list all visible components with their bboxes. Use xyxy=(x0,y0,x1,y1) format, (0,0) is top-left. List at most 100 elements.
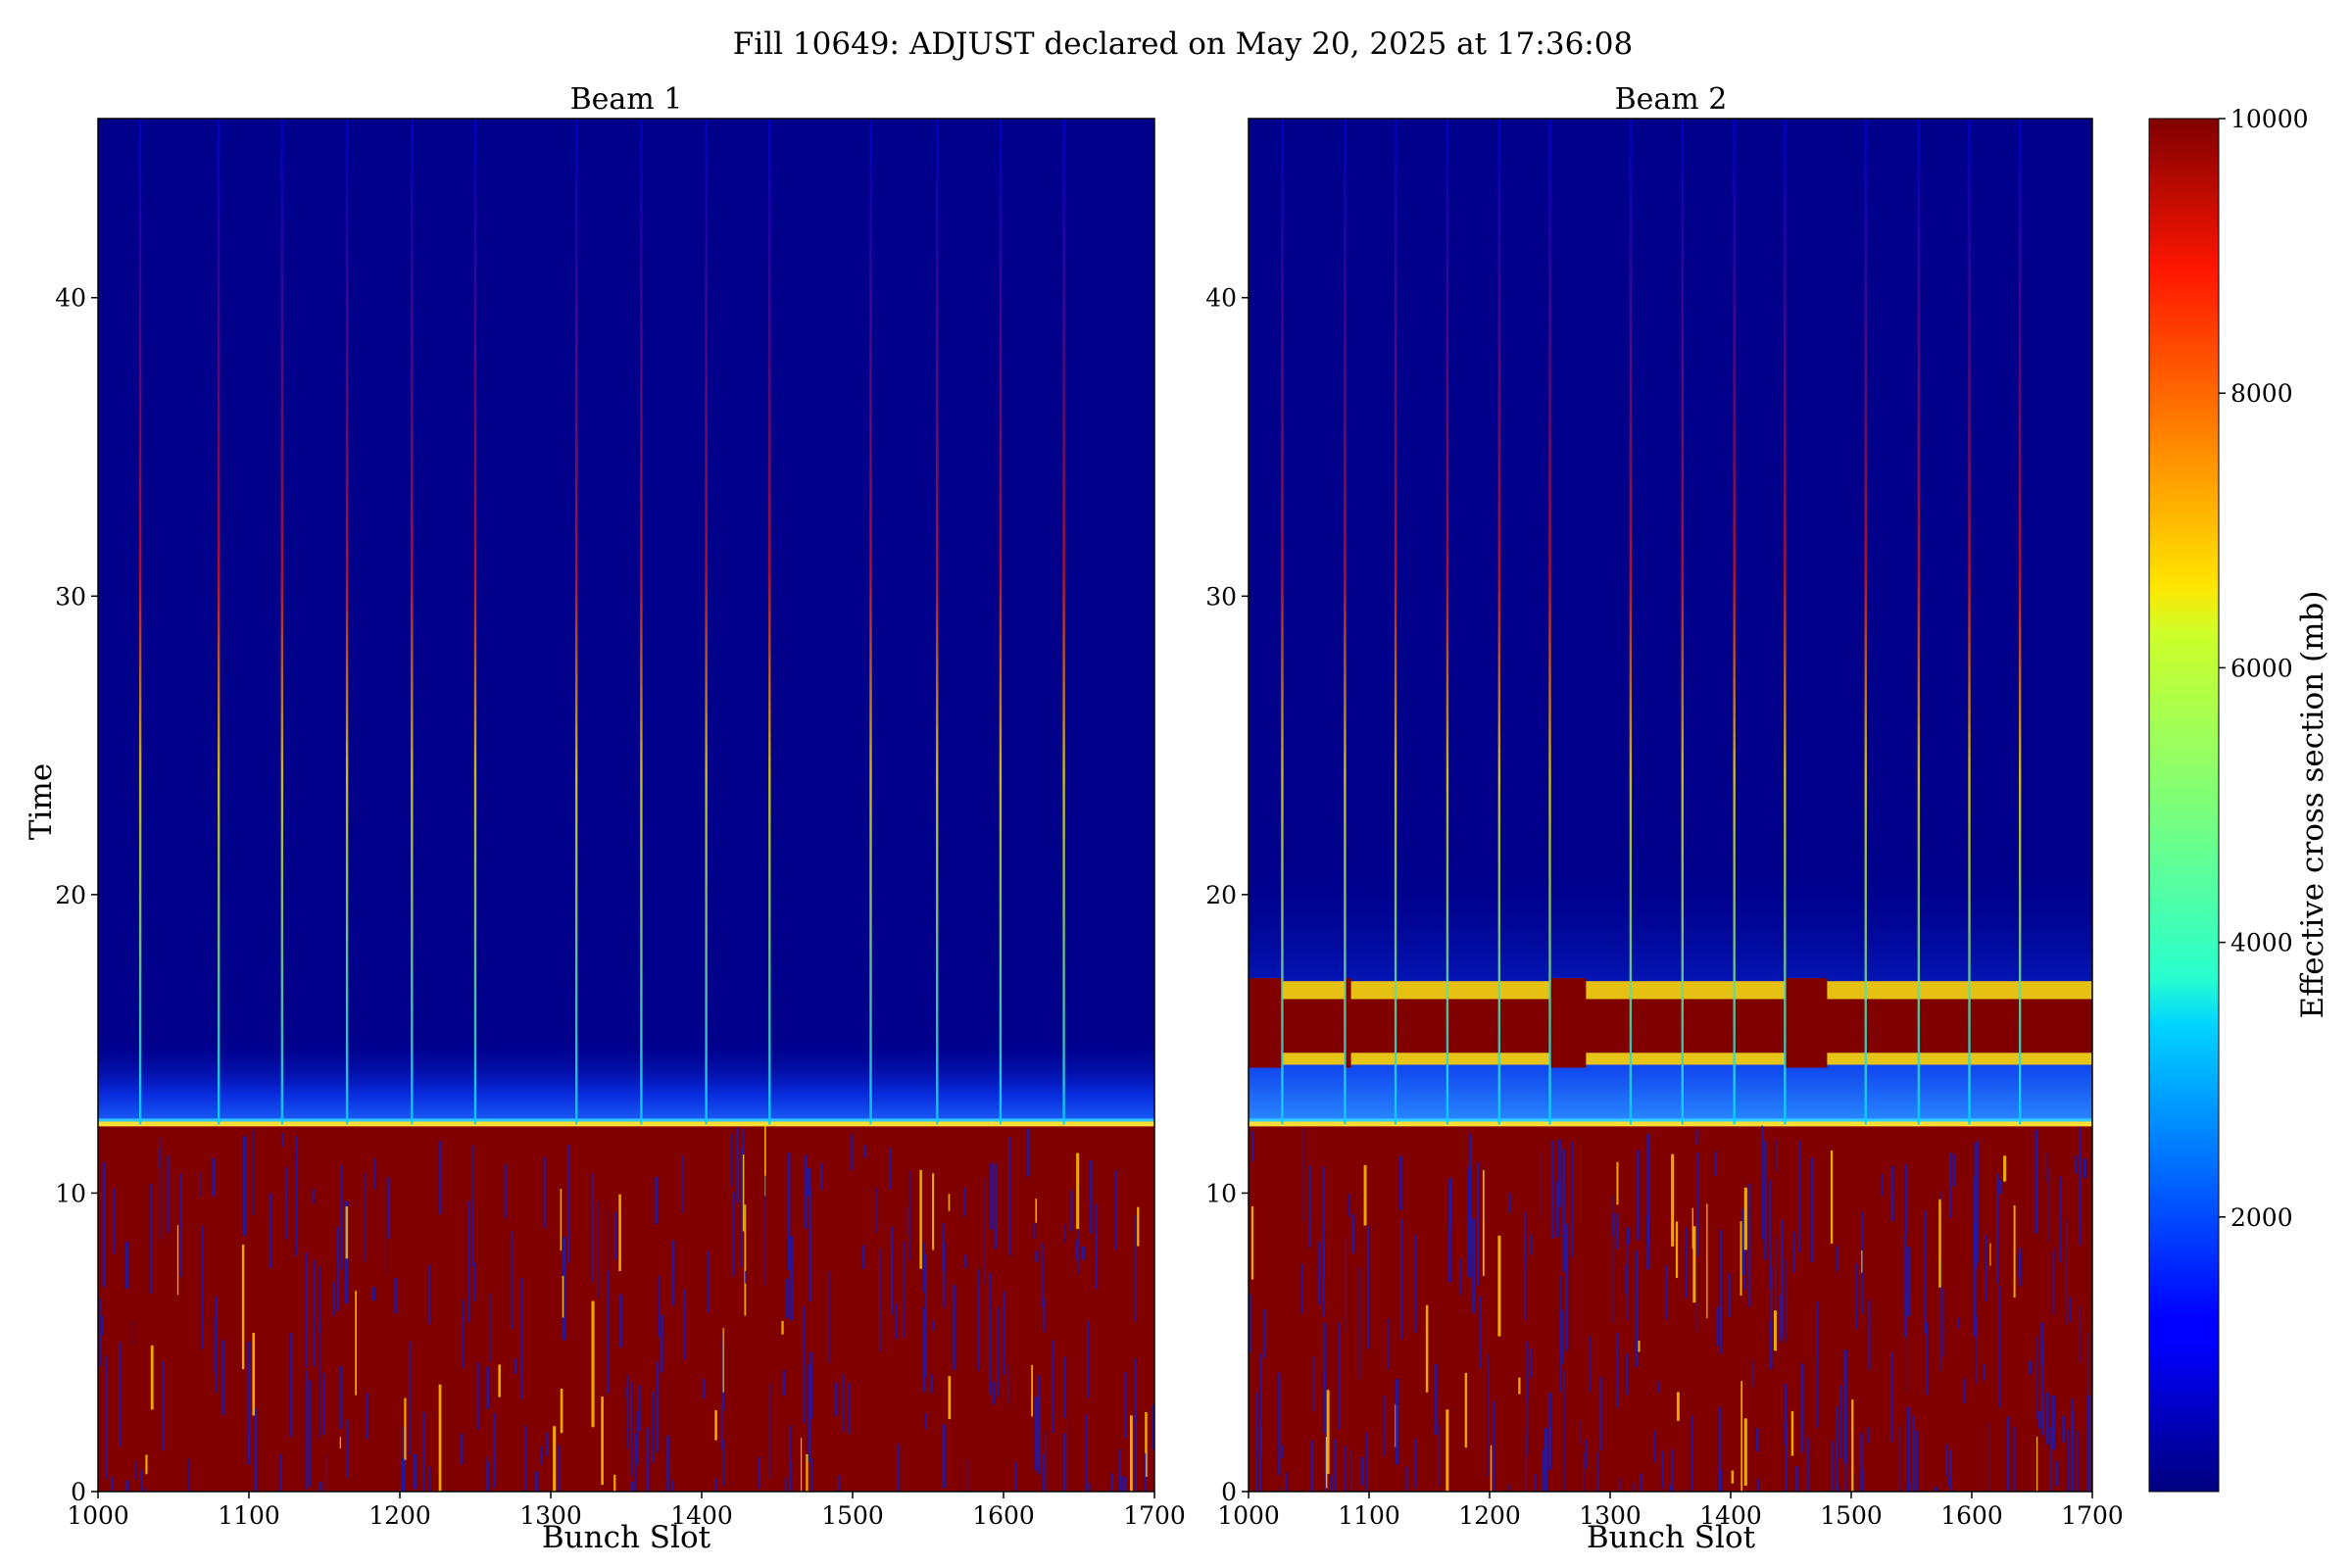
noise-streak xyxy=(1912,1415,1916,1492)
bunch-stripe xyxy=(1784,119,1787,1125)
noise-streak xyxy=(322,1372,325,1435)
noise-streak xyxy=(1464,1372,1467,1448)
noise-streak xyxy=(1963,1378,1966,1403)
noise-streak xyxy=(1635,1250,1639,1367)
noise-streak xyxy=(1661,1450,1664,1490)
noise-streak xyxy=(1330,1475,1333,1492)
noise-streak xyxy=(1627,1227,1630,1245)
hot-band-gap xyxy=(1785,978,1828,1068)
noise-streak xyxy=(607,1208,609,1310)
noise-streak xyxy=(1550,1141,1554,1239)
noise-streak xyxy=(308,1380,312,1487)
noise-streak xyxy=(1816,1301,1819,1428)
noise-streak xyxy=(1363,1164,1367,1226)
bunch-stripe xyxy=(473,119,477,1125)
bunch-stripe xyxy=(869,119,872,1125)
noise-streak xyxy=(1706,1203,1708,1319)
noise-streak xyxy=(790,1236,794,1321)
noise-streak xyxy=(254,1407,258,1492)
noise-streak xyxy=(1839,1385,1842,1458)
noise-streak xyxy=(2018,1252,2021,1277)
noise-streak xyxy=(1855,1263,1858,1329)
noise-streak xyxy=(1249,1294,1251,1353)
noise-streak xyxy=(637,1411,639,1465)
noise-streak xyxy=(1844,1415,1847,1492)
noise-streak xyxy=(2013,1204,2016,1298)
noise-streak xyxy=(851,1134,854,1170)
noise-streak xyxy=(889,1148,892,1190)
noise-streak xyxy=(630,1382,632,1477)
noise-streak xyxy=(2052,1251,2055,1315)
noise-streak xyxy=(1572,1141,1574,1257)
bunch-stripe xyxy=(1548,119,1551,1125)
noise-streak xyxy=(1890,1352,1893,1443)
noise-streak xyxy=(591,1300,595,1428)
noise-streak xyxy=(1278,1372,1281,1476)
noise-streak xyxy=(879,1248,881,1352)
y-tick-label: 40 xyxy=(55,284,86,313)
noise-streak xyxy=(110,1476,114,1492)
noise-streak xyxy=(925,1253,927,1378)
noise-streak xyxy=(1324,1371,1326,1492)
noise-streak xyxy=(1719,1229,1723,1354)
noise-streak xyxy=(332,1282,335,1317)
noise-streak xyxy=(1616,1161,1619,1205)
noise-streak xyxy=(1583,1452,1585,1492)
noise-streak xyxy=(807,1168,810,1197)
noise-streak xyxy=(1795,1466,1798,1492)
noise-streak xyxy=(188,1458,190,1492)
noise-streak xyxy=(1998,1285,2001,1408)
noise-streak xyxy=(388,1177,391,1239)
noise-streak xyxy=(1945,1444,1948,1477)
noise-streak xyxy=(559,1445,561,1492)
colorbar-tick-label: 2000 xyxy=(2230,1203,2293,1232)
noise-streak xyxy=(656,1361,660,1453)
noise-streak xyxy=(661,1315,663,1373)
noise-streak xyxy=(2048,1167,2051,1243)
x-tick-label: 1100 xyxy=(218,1501,280,1530)
noise-streak xyxy=(1251,1130,1254,1162)
noise-streak xyxy=(281,1133,284,1148)
colorbar-tick-label: 4000 xyxy=(2230,929,2293,957)
hot-band xyxy=(1249,999,2092,1054)
noise-streak xyxy=(1344,1445,1346,1492)
noise-streak xyxy=(1034,1396,1038,1471)
noise-streak xyxy=(1446,1409,1449,1492)
panel-beam-2: Beam 2 1000 1100 1200 1300 1400 1500 1600 1700 … xyxy=(1205,82,2124,1555)
bunch-stripe xyxy=(411,119,414,1125)
noise-streak xyxy=(619,1294,622,1348)
noise-streak xyxy=(159,1137,162,1240)
noise-streak xyxy=(520,1278,523,1399)
noise-streak xyxy=(345,1206,349,1259)
noise-streak xyxy=(808,1188,812,1302)
bunch-stripe xyxy=(1968,119,1971,1125)
noise-streak xyxy=(567,1144,570,1263)
y-tick-label: 0 xyxy=(71,1478,86,1506)
noise-streak xyxy=(1565,1224,1569,1351)
noise-streak xyxy=(512,1231,514,1330)
noise-streak xyxy=(1078,1229,1080,1275)
transition-glow xyxy=(98,1035,1154,1125)
noise-streak xyxy=(113,1189,116,1254)
noise-streak xyxy=(1684,1490,1687,1492)
noise-streak xyxy=(1258,1426,1261,1492)
noise-streak xyxy=(364,1173,366,1262)
noise-streak xyxy=(1087,1321,1090,1398)
noise-streak xyxy=(394,1277,398,1314)
noise-streak xyxy=(1490,1445,1493,1492)
noise-streak xyxy=(1881,1174,1884,1197)
noise-streak xyxy=(906,1206,908,1236)
noise-streak xyxy=(1063,1224,1065,1244)
noise-streak xyxy=(2076,1430,2079,1492)
noise-streak xyxy=(216,1297,218,1394)
noise-streak xyxy=(1740,1381,1743,1492)
noise-streak xyxy=(540,1446,543,1465)
noise-streak xyxy=(2079,1152,2082,1246)
noise-streak xyxy=(1769,1320,1773,1370)
noise-streak xyxy=(1977,1140,1979,1263)
noise-streak xyxy=(1743,1187,1747,1250)
noise-streak xyxy=(789,1425,791,1492)
noise-streak xyxy=(149,1183,152,1295)
noise-streak xyxy=(787,1152,791,1270)
noise-streak xyxy=(984,1178,986,1285)
